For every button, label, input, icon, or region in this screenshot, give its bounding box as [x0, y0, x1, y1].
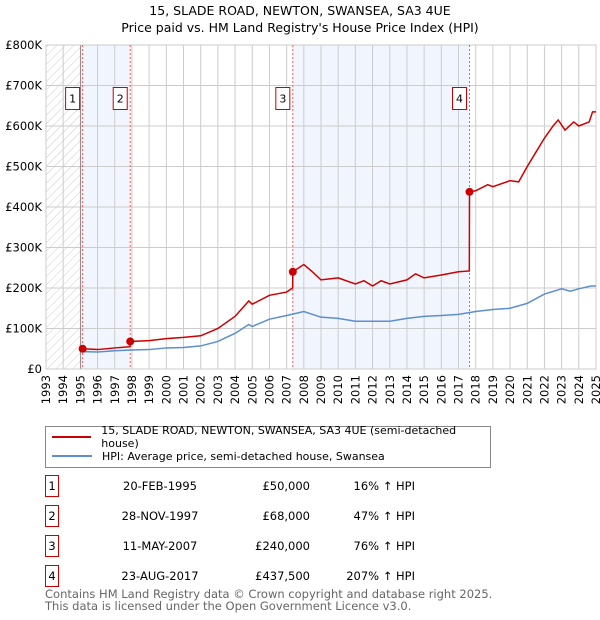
x-tick-label: 1995	[73, 375, 87, 404]
x-tick-label: 2017	[452, 375, 466, 404]
sale-number-badge: 2	[45, 505, 59, 527]
sale-point	[465, 187, 474, 196]
sale-price: £68,000	[262, 509, 310, 523]
x-tick-label: 1998	[125, 375, 139, 404]
chart-title: 15, SLADE ROAD, NEWTON, SWANSEA, SA3 4UE	[149, 3, 451, 18]
x-tick-label: 2001	[177, 375, 191, 404]
x-tick-label: 2002	[194, 375, 208, 404]
sale-price: £240,000	[255, 539, 310, 553]
x-tick-label: 2024	[572, 375, 586, 404]
x-tick-label: 2006	[262, 375, 276, 404]
legend: 15, SLADE ROAD, NEWTON, SWANSEA, SA3 4UE…	[45, 424, 491, 468]
footer-line: Contains HM Land Registry data © Crown c…	[45, 587, 493, 601]
sale-label-text: 3	[279, 93, 286, 106]
y-tick-label: £400K	[5, 200, 42, 214]
sale-label-3: 3	[275, 87, 291, 110]
x-tick-label: 1997	[108, 375, 122, 404]
sale-number-badge: 1	[45, 475, 59, 497]
x-tick-label: 2018	[469, 375, 483, 404]
sale-label-box	[112, 87, 128, 110]
x-tick-label: 2004	[228, 375, 242, 404]
x-tick-label: 2012	[366, 375, 380, 404]
x-tick-label: 2016	[434, 375, 448, 404]
sale-date: 11-MAY-2007	[122, 539, 198, 553]
x-tick-label: 1994	[56, 375, 70, 404]
x-tick-label: 2013	[383, 375, 397, 404]
y-tick-label: £300K	[5, 241, 42, 255]
x-tick-label: 1993	[39, 375, 53, 404]
sale-label-2: 2	[112, 87, 128, 110]
x-tick-label: 2020	[503, 375, 517, 404]
y-tick-label: £0	[27, 362, 42, 376]
legend-item-property: 15, SLADE ROAD, NEWTON, SWANSEA, SA3 4UE…	[52, 424, 490, 450]
sale-date: 23-AUG-2017	[121, 569, 199, 583]
x-tick-label: 2003	[211, 375, 225, 404]
x-tick-label: 2010	[331, 375, 345, 404]
x-tick-label: 2011	[348, 375, 362, 404]
hpi-change: 207% ↑ HPI	[346, 569, 415, 583]
x-tick-label: 2021	[520, 375, 534, 404]
x-tick-label: 1996	[91, 375, 105, 404]
footer: Contains HM Land Registry data © Crown c…	[45, 587, 493, 613]
hpi-change: 76% ↑ HPI	[353, 539, 415, 553]
transaction-row: 1 20-FEB-1995 £50,000 16% ↑ HPI	[45, 475, 465, 499]
sale-label-box	[65, 87, 81, 110]
x-tick-label: 1999	[142, 375, 156, 404]
sale-label-text: 1	[69, 93, 76, 106]
hpi-change: 47% ↑ HPI	[353, 509, 415, 523]
y-tick-label: £600K	[5, 119, 42, 133]
transaction-row: 2 28-NOV-1997 £68,000 47% ↑ HPI	[45, 505, 465, 529]
sale-label-box	[452, 87, 467, 110]
legend-swatch-red	[52, 436, 92, 438]
sale-point	[126, 337, 135, 346]
sale-label-text: 4	[456, 93, 463, 106]
y-tick-label: £800K	[5, 38, 42, 52]
sale-label-text: 2	[117, 93, 124, 106]
x-tick-label: 2014	[400, 375, 414, 404]
sale-number-badge: 3	[45, 535, 59, 557]
sale-date: 20-FEB-1995	[123, 479, 197, 493]
x-tick-label: 2025	[589, 375, 600, 404]
property-price-line	[82, 111, 596, 351]
x-tick-label: 2019	[486, 375, 500, 404]
price-chart: 1993 1994 1995 1996 1997 1998 1999 2000 2001 2002…	[5, 38, 600, 404]
plot-frame	[45, 44, 597, 370]
x-tick-label: 2007	[280, 375, 294, 404]
x-tick-label: 2015	[417, 375, 431, 404]
x-tick-label: 2000	[159, 375, 173, 404]
transaction-row: 4 23-AUG-2017 £437,500 207% ↑ HPI	[45, 565, 465, 589]
sale-date: 28-NOV-1997	[121, 509, 199, 523]
sale-point	[78, 344, 87, 353]
hpi-change: 16% ↑ HPI	[353, 479, 415, 493]
x-tick-label: 2008	[297, 375, 311, 404]
y-tick-label: £500K	[5, 160, 42, 174]
legend-swatch-blue	[52, 455, 92, 457]
x-tick-label: 2022	[537, 375, 551, 404]
y-tick-label: £200K	[5, 281, 42, 295]
sale-point	[288, 267, 297, 276]
legend-label: 15, SLADE ROAD, NEWTON, SWANSEA, SA3 4UE…	[101, 424, 457, 450]
sale-label-4: 4	[452, 87, 467, 110]
y-tick-label: £100K	[5, 322, 42, 336]
sale-number-badge: 4	[45, 565, 59, 587]
hpi-line	[82, 285, 596, 353]
chart-subtitle: Price paid vs. HM Land Registry's House …	[121, 20, 479, 35]
x-tick-label: 2005	[245, 375, 259, 404]
sale-label-1: 1	[65, 87, 81, 110]
transaction-row: 3 11-MAY-2007 £240,000 76% ↑ HPI	[45, 535, 465, 559]
x-tick-label: 2009	[314, 375, 328, 404]
legend-label: HPI: Average price, semi-detached house,…	[102, 449, 385, 463]
sale-price: £50,000	[262, 479, 310, 493]
y-tick-label: £700K	[5, 79, 42, 93]
sale-label-box	[275, 87, 291, 110]
sale-price: £437,500	[255, 569, 310, 583]
footer-line: This data is licensed under the Open Gov…	[45, 598, 412, 613]
x-tick-label: 2023	[555, 375, 569, 404]
legend-item-hpi: HPI: Average price, semi-detached house,…	[52, 448, 385, 464]
